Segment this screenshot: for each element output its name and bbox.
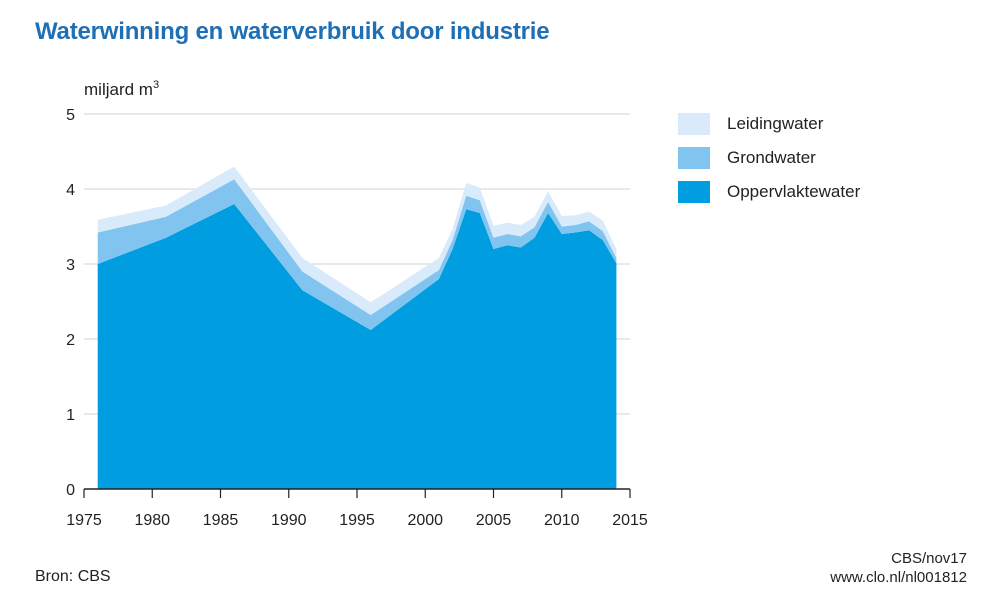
legend: Leidingwater Grondwater Oppervlaktewater [678, 113, 860, 215]
x-tick-label-1990: 1990 [271, 512, 307, 529]
legend-swatch-grondwater [678, 147, 710, 169]
y-axis-unit: miljard m3 [84, 79, 159, 100]
x-tick-label-1995: 1995 [339, 512, 375, 529]
x-tick-label-1985: 1985 [203, 512, 239, 529]
publication-code: CBS/nov17 [891, 550, 967, 567]
y-tick-label-0: 0 [66, 482, 75, 499]
y-tick-label-5: 5 [66, 107, 75, 124]
x-tick-label-2015: 2015 [612, 512, 648, 529]
legend-swatch-leidingwater [678, 113, 710, 135]
y-tick-label-4: 4 [66, 182, 75, 199]
footer-credits: CBS/nov17 www.clo.nl/nl001812 [830, 549, 967, 587]
legend-item-oppervlaktewater: Oppervlaktewater [678, 181, 860, 203]
legend-swatch-oppervlaktewater [678, 181, 710, 203]
source-note: Bron: CBS [35, 568, 111, 585]
x-tick-label-1975: 1975 [66, 512, 102, 529]
x-tick-label-2005: 2005 [476, 512, 512, 529]
legend-label-oppervlaktewater: Oppervlaktewater [727, 182, 861, 201]
y-tick-label-1: 1 [66, 407, 75, 424]
y-axis-unit-exponent: 3 [152, 79, 160, 91]
chart-title: Waterwinning en waterverbruik door indus… [35, 18, 550, 45]
legend-item-leidingwater: Leidingwater [678, 113, 860, 135]
x-tick-label-2000: 2000 [407, 512, 443, 529]
area-oppervlaktewater [97, 204, 617, 489]
y-axis-unit-text: miljard m [84, 80, 153, 99]
source-url: www.clo.nl/nl001812 [830, 569, 967, 586]
legend-label-grondwater: Grondwater [727, 148, 816, 167]
x-tick-label-2010: 2010 [544, 512, 580, 529]
y-tick-label-2: 2 [66, 332, 75, 349]
legend-item-grondwater: Grondwater [678, 147, 860, 169]
y-tick-label-3: 3 [66, 257, 75, 274]
legend-label-leidingwater: Leidingwater [727, 114, 824, 133]
x-tick-label-1980: 1980 [134, 512, 170, 529]
